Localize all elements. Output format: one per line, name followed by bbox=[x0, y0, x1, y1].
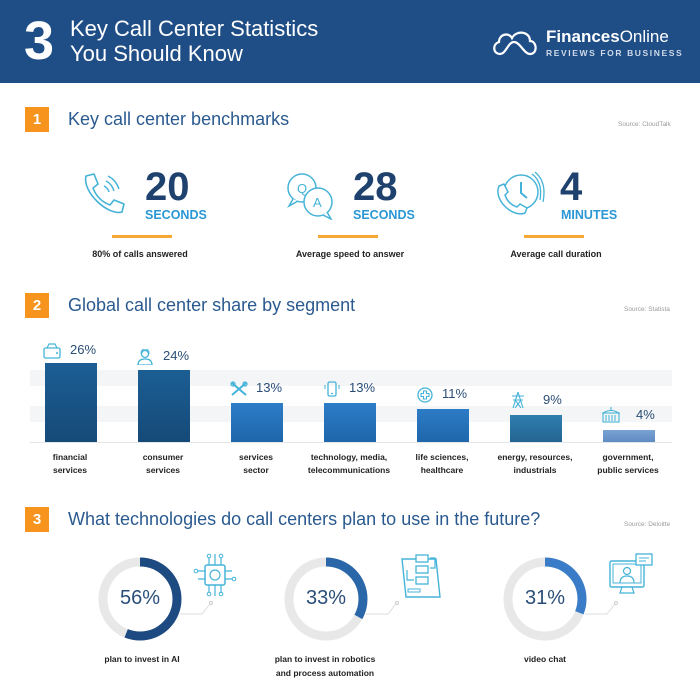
cloud-icon bbox=[493, 31, 537, 56]
video-chat-icon bbox=[609, 553, 653, 594]
stat-1-caption: 80% of calls answered bbox=[92, 249, 188, 259]
stat-2-caption: Average speed to answer bbox=[295, 249, 405, 259]
brand-light: Online bbox=[619, 27, 669, 46]
section-2-title: Global call center share by segment bbox=[68, 295, 356, 315]
bar-4-value: 13% bbox=[349, 380, 376, 395]
bar-7-value: 4% bbox=[636, 407, 655, 422]
header-number: 3 bbox=[24, 11, 55, 71]
stat-1-divider bbox=[112, 235, 172, 238]
medical-cross-icon bbox=[417, 387, 433, 403]
bar-government-public-services bbox=[603, 430, 655, 442]
brand-name[interactable]: FinancesOnline bbox=[546, 27, 669, 46]
bar-1-value: 26% bbox=[70, 342, 97, 357]
tech-1-caption: plan to invest in AI bbox=[104, 654, 180, 664]
bar-energy-resources-industrials bbox=[510, 415, 562, 442]
connector-line bbox=[366, 601, 399, 615]
tech-2-caption: plan to invest in robotics and process au… bbox=[274, 654, 376, 678]
bar-life-sciences-healthcare bbox=[417, 409, 469, 442]
brand-bold: Finances bbox=[546, 27, 620, 46]
section-3-title: What technologies do call centers plan t… bbox=[68, 509, 541, 529]
bar-services-sector bbox=[231, 403, 283, 442]
svg-text:Q: Q bbox=[297, 181, 307, 196]
bar-3-label: services sector bbox=[238, 452, 274, 475]
qa-chat-icon: Q A bbox=[287, 173, 333, 220]
bar-6-value: 9% bbox=[543, 392, 562, 407]
connector-line bbox=[180, 601, 213, 615]
bar-6-label: energy, resources, industrials bbox=[497, 452, 573, 475]
phone-ringing-icon bbox=[84, 173, 125, 214]
section-2-source: Source: Statista bbox=[624, 306, 670, 313]
stat-3-divider bbox=[524, 235, 584, 238]
bar-consumer-services bbox=[138, 370, 190, 442]
stat-1-unit: SECONDS bbox=[145, 208, 207, 222]
donut-robotics bbox=[284, 557, 368, 641]
section-1-badge: 1 bbox=[25, 107, 49, 132]
bar-3-value: 13% bbox=[256, 380, 283, 395]
stat-3-caption: Average call duration bbox=[510, 249, 602, 259]
bar-5-label: life sciences, healthcare bbox=[415, 452, 469, 475]
section-3-source: Source: Deloitte bbox=[624, 521, 671, 528]
agent-headset-icon bbox=[137, 349, 153, 365]
ai-chip-icon bbox=[193, 553, 237, 597]
donut-3-value: 31% bbox=[524, 587, 566, 609]
donut-ai bbox=[98, 557, 182, 641]
government-building-icon bbox=[602, 407, 620, 423]
bar-7-label: government, public services bbox=[597, 452, 659, 475]
stat-2-value: 28 bbox=[353, 165, 398, 209]
header-banner bbox=[0, 0, 700, 83]
stat-2-divider bbox=[318, 235, 378, 238]
section-1-source: Source: CloudTalk bbox=[618, 121, 671, 128]
brand-tagline: REVIEWS FOR BUSINESS bbox=[546, 48, 684, 58]
section-2-badge: 2 bbox=[25, 293, 49, 318]
page-title: Key Call Center Statistics You Should Kn… bbox=[70, 16, 318, 66]
stat-2-unit: SECONDS bbox=[353, 208, 415, 222]
stat-3-unit: MINUTES bbox=[561, 208, 618, 222]
donut-video-chat bbox=[503, 557, 587, 641]
mobile-phone-icon bbox=[324, 381, 340, 397]
section-1-title: Key call center benchmarks bbox=[68, 109, 290, 129]
stat-3-value: 4 bbox=[560, 165, 583, 209]
connector-line bbox=[585, 601, 618, 615]
bar-financial-services bbox=[45, 363, 97, 442]
bar-2-label: consumer services bbox=[142, 452, 184, 475]
svg-text:A: A bbox=[313, 195, 322, 210]
title-line-2: You Should Know bbox=[70, 41, 243, 66]
donut-2-value: 33% bbox=[305, 587, 347, 609]
stat-1-value: 20 bbox=[145, 165, 190, 209]
donut-1-value: 56% bbox=[119, 587, 161, 609]
bar-4-label: technology, media, telecommunications bbox=[307, 452, 391, 475]
tools-icon bbox=[230, 381, 248, 396]
tech-3-caption: video chat bbox=[523, 654, 567, 664]
process-flow-icon bbox=[401, 554, 441, 598]
grid-band bbox=[30, 370, 672, 386]
section-3-badge: 3 bbox=[25, 507, 49, 532]
bar-1-label: financial services bbox=[52, 452, 88, 475]
bar-5-value: 11% bbox=[442, 386, 468, 401]
bar-2-value: 24% bbox=[163, 348, 190, 363]
wallet-icon bbox=[43, 343, 61, 359]
chart-baseline bbox=[30, 442, 672, 443]
title-line-1: Key Call Center Statistics bbox=[70, 16, 319, 41]
power-tower-icon bbox=[512, 392, 524, 408]
clock-phone-icon bbox=[497, 171, 545, 215]
bar-technology-media-telecom bbox=[324, 403, 376, 442]
